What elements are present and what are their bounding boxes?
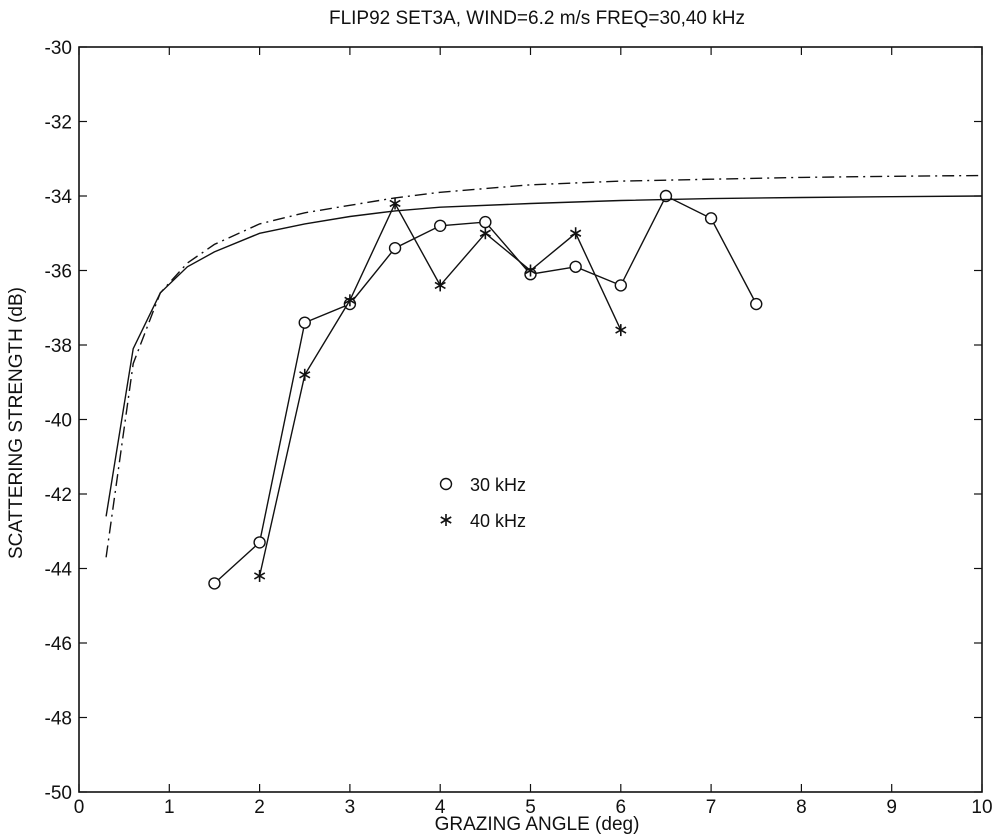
data-point — [298, 316, 311, 329]
asterisk-stroke — [570, 229, 582, 237]
x-tick-label: 3 — [345, 797, 356, 818]
asterisk-stroke — [434, 281, 446, 290]
y-tick-label: -48 — [45, 709, 72, 730]
data-point — [208, 577, 221, 590]
legend-marker — [439, 477, 453, 491]
series-line-1 — [258, 201, 622, 577]
y-axis-label: SCATTERING STRENGTH (dB) — [6, 287, 27, 559]
data-point — [750, 297, 763, 311]
data-point — [388, 241, 402, 255]
data-point — [614, 279, 627, 292]
legend-item: 40 kHz — [440, 511, 526, 531]
y-tick-label: -34 — [45, 187, 73, 208]
series-line-2 — [105, 195, 983, 517]
x-axis-label: GRAZING ANGLE (deg) — [435, 814, 640, 835]
data-point — [434, 219, 447, 233]
y-tick-label: -32 — [45, 113, 72, 134]
asterisk-stroke — [389, 199, 401, 208]
asterisk-stroke — [440, 516, 452, 524]
data-point — [570, 227, 582, 240]
legend-label: 30 kHz — [470, 475, 526, 495]
x-tick-label: 6 — [616, 797, 627, 818]
data-point — [524, 264, 537, 277]
series-layer — [105, 174, 983, 590]
series-0 — [208, 189, 763, 590]
data-point — [479, 227, 491, 240]
x-tick-label: 2 — [254, 797, 265, 818]
x-tick-label: 1 — [164, 797, 175, 818]
asterisk-stroke — [344, 296, 356, 304]
asterisk-stroke — [479, 229, 491, 237]
series-1 — [253, 197, 627, 582]
axis-ticks: 0 1 2 3 4 5 6 7 8 9 10 -50 -48 -46 -44 -42 -40 -38 -36 -34 -… — [45, 38, 993, 818]
plot-frame — [78, 46, 983, 793]
data-point — [659, 189, 673, 203]
legend: 30 kHz 40 kHz — [439, 475, 526, 531]
data-point — [479, 215, 492, 229]
asterisk-stroke — [615, 326, 627, 334]
data-point — [704, 212, 718, 225]
x-tick-label: 9 — [886, 797, 897, 818]
asterisk-stroke — [524, 266, 537, 275]
x-tick-label: 8 — [796, 797, 807, 818]
data-point — [253, 536, 266, 549]
chart-title: FLIP92 SET3A, WIND=6.2 m/s FREQ=30,40 kH… — [329, 8, 745, 29]
x-tick-label: 5 — [525, 797, 536, 818]
y-tick-label: -40 — [45, 411, 72, 432]
data-point — [344, 294, 356, 307]
legend-label: 40 kHz — [470, 511, 526, 531]
x-tick-label: 7 — [706, 797, 717, 818]
y-tick-label: -46 — [45, 634, 72, 655]
series-line-3 — [105, 174, 983, 558]
data-point — [569, 260, 582, 273]
y-tick-label: -30 — [45, 38, 72, 59]
data-point — [389, 197, 401, 210]
y-tick-label: -38 — [45, 336, 72, 357]
legend-marker — [440, 514, 452, 526]
series-3 — [105, 174, 983, 558]
x-tick-label: 0 — [74, 797, 85, 818]
y-tick-label: -50 — [45, 783, 72, 804]
asterisk-stroke — [299, 371, 311, 379]
y-tick-label: -44 — [45, 560, 73, 581]
data-point — [434, 279, 446, 292]
data-point — [299, 368, 311, 381]
series-2 — [105, 195, 983, 517]
asterisk-stroke — [253, 572, 266, 580]
x-tick-label: 4 — [435, 797, 446, 818]
y-tick-label: -36 — [45, 262, 72, 283]
data-point — [253, 569, 266, 582]
x-tick-label: 10 — [971, 797, 992, 818]
legend-item: 30 kHz — [439, 475, 526, 495]
data-point — [615, 324, 627, 337]
y-tick-label: -42 — [45, 485, 72, 506]
